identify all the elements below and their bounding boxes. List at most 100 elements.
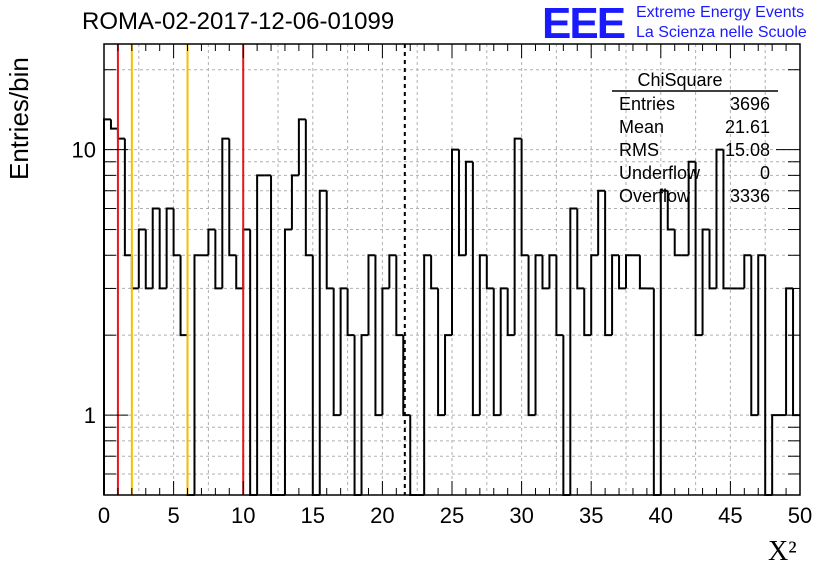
histogram-bin — [339, 287, 348, 416]
histogram-bin — [478, 254, 487, 416]
histogram-bin — [743, 254, 752, 289]
x-tick-label: 25 — [440, 503, 464, 528]
histogram-bin — [374, 255, 383, 417]
x-tick-label: 5 — [167, 503, 179, 528]
histogram-bin — [130, 255, 139, 290]
histogram-bin — [694, 161, 703, 337]
histogram-bin — [402, 335, 411, 417]
histogram-bin — [381, 287, 390, 416]
histogram-bin — [485, 255, 494, 290]
histogram-bin — [757, 254, 766, 416]
histogram-bin — [395, 255, 404, 337]
x-tick-label: 40 — [649, 503, 673, 528]
chart-title: ROMA-02-2017-12-06-01099 — [82, 8, 395, 35]
histogram-bin — [457, 149, 466, 257]
x-axis-label: X² — [768, 536, 797, 567]
histogram-bin — [360, 334, 369, 495]
x-tick-label: 10 — [231, 503, 255, 528]
histogram-bin — [242, 228, 251, 289]
histogram-bin — [444, 334, 452, 416]
histogram-bin — [388, 254, 397, 289]
histogram-bin — [116, 128, 125, 140]
histogram-bin — [569, 207, 578, 495]
histogram-bin — [451, 148, 459, 336]
histogram-bin — [666, 190, 675, 231]
histogram-bin — [304, 119, 313, 257]
histogram-bin — [325, 190, 334, 290]
histogram-bin — [430, 255, 439, 290]
histogram-bin — [618, 255, 626, 290]
histogram-bin — [722, 149, 731, 290]
histogram-bin — [332, 288, 341, 417]
stats-label: Mean — [619, 117, 664, 137]
histogram-bin — [492, 288, 501, 417]
histogram-bin — [792, 288, 800, 417]
histogram-bin — [604, 190, 613, 337]
histogram-bin — [151, 207, 160, 289]
histogram-bin — [555, 255, 564, 337]
histogram-bin — [659, 189, 668, 495]
histogram-bin — [193, 254, 202, 495]
histogram-bin — [137, 228, 146, 289]
stats-value: 15.08 — [725, 140, 770, 160]
histogram-bin — [499, 287, 508, 416]
histogram-bin — [165, 207, 174, 289]
y-tick-label: 1 — [84, 403, 96, 428]
histogram-bin — [437, 288, 446, 417]
histogram-bin — [541, 255, 550, 290]
histogram-bin — [638, 255, 647, 290]
histogram-bin — [673, 229, 682, 257]
x-tick-label: 20 — [370, 503, 394, 528]
histogram-bin — [221, 137, 230, 289]
stats-label: Entries — [619, 94, 675, 114]
histogram-bin — [123, 138, 132, 257]
histogram-bin — [597, 189, 606, 256]
x-tick-label: 45 — [718, 503, 742, 528]
histogram-bin — [785, 287, 794, 416]
histogram-bin — [367, 254, 376, 336]
histogram-bin — [625, 254, 633, 289]
histogram-bin — [471, 161, 480, 417]
histogram-bin — [764, 255, 773, 496]
x-tick-label: 15 — [301, 503, 325, 528]
histogram-bin — [708, 229, 717, 290]
histogram-bin — [590, 254, 599, 336]
histogram-bin — [297, 118, 306, 176]
histogram-bin — [311, 255, 320, 496]
stats-value: 3336 — [730, 186, 770, 206]
histogram-bin — [249, 229, 258, 496]
histogram-bin — [235, 255, 244, 290]
histogram-bin — [144, 229, 153, 290]
histogram-bin — [750, 255, 759, 417]
histogram-bin — [687, 160, 696, 256]
stats-label: Overflow — [619, 186, 691, 206]
histogram-bin — [228, 138, 237, 257]
histogram-bin — [506, 288, 515, 337]
histogram-bin — [346, 288, 355, 337]
histogram-bin — [423, 254, 432, 495]
histogram-bin — [283, 228, 292, 495]
logo-line-2: La Scienza nelle Scuole — [636, 24, 807, 41]
stats-label: Underflow — [619, 163, 701, 183]
x-tick-label: 30 — [509, 503, 533, 528]
histogram-bin — [172, 208, 181, 257]
histogram-bin — [534, 254, 543, 416]
histogram-bin — [520, 138, 529, 257]
histogram-bin — [109, 119, 118, 130]
logo-line-1: Extreme Energy Events — [636, 4, 805, 21]
histogram-bin — [548, 254, 557, 289]
stats-value: 21.61 — [725, 117, 770, 137]
histogram-bin — [611, 254, 620, 336]
y-tick-label: 10 — [72, 138, 96, 163]
histogram-bin — [576, 208, 585, 290]
histogram-bin — [652, 288, 661, 496]
histogram-bin — [256, 174, 265, 495]
x-tick-label: 35 — [579, 503, 603, 528]
x-tick-label: 0 — [98, 503, 110, 528]
histogram-bin — [701, 228, 710, 336]
histogram-bin — [318, 189, 327, 495]
x-tick-label: 50 — [788, 503, 812, 528]
histogram-bin — [715, 148, 724, 289]
stats-title: ChiSquare — [637, 70, 722, 90]
